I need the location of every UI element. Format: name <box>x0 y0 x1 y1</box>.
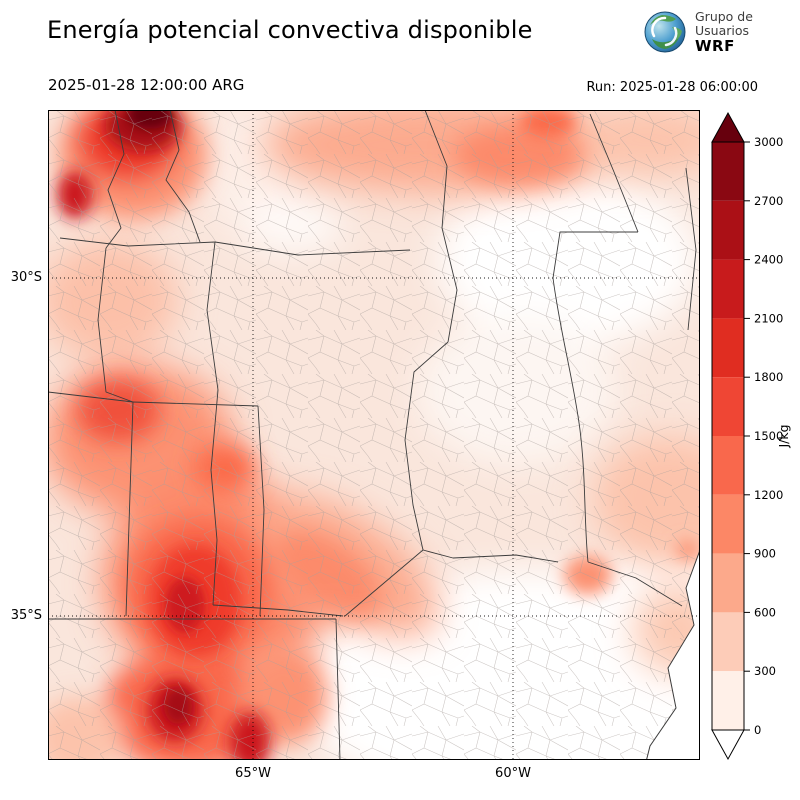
colorbar-tick-label: 2700 <box>754 194 783 208</box>
colorbar-segment <box>712 318 744 378</box>
colorbar-segment <box>712 200 744 260</box>
colorbar-tick-label: 3000 <box>754 135 783 149</box>
lon-tick-60w: 60°W <box>495 766 531 781</box>
ocean <box>646 550 700 760</box>
colorbar-segment <box>712 436 744 495</box>
page-title: Energía potencial convectiva disponible <box>47 16 533 44</box>
map-frame <box>48 110 700 760</box>
colorbar-tick-marks <box>744 141 750 731</box>
colorbar-segment <box>712 612 744 672</box>
colorbar-segment <box>712 671 744 730</box>
colorbar-segment <box>712 553 744 613</box>
lat-tick-30s: 30°S <box>10 270 42 285</box>
colorbar-tick-label: 0 <box>754 723 761 737</box>
globe-icon <box>644 11 686 53</box>
lon-tick-65w: 65°W <box>235 766 271 781</box>
colorbar-segment <box>712 142 744 201</box>
logo-text-wrf: WRF <box>695 36 735 55</box>
colorbar-tick-label: 300 <box>754 664 776 678</box>
logo-text-line1: Grupo de <box>695 8 753 24</box>
department-borders <box>48 110 700 760</box>
colorbar-tick-label: 2400 <box>754 253 783 267</box>
wrf-logo: Grupo de Usuarios WRF <box>642 9 753 55</box>
gridlines <box>48 110 700 760</box>
colorbar-tick-label: 600 <box>754 605 776 619</box>
colorbar-tick-label: 1800 <box>754 370 783 384</box>
colorbar-tick-label: 2100 <box>754 311 783 325</box>
coastline <box>645 549 700 760</box>
colorbar-segment <box>712 377 744 436</box>
run-time-label: Run: 2025-01-28 06:00:00 <box>586 80 758 95</box>
colorbar-segment <box>712 494 744 554</box>
colorbar-top-arrow <box>711 111 745 143</box>
colorbar-tick-label: 1500 <box>754 429 783 443</box>
cape-map <box>48 110 700 760</box>
valid-time-label: 2025-01-28 12:00:00 ARG <box>48 76 245 94</box>
colorbar-unit-label: J/kg <box>776 424 791 448</box>
lat-tick-35s: 35°S <box>10 608 42 623</box>
colorbar-bottom-arrow <box>711 729 745 761</box>
colorbar-tick-label: 900 <box>754 547 776 561</box>
colorbar-segment <box>712 259 744 319</box>
colorbar: 3000 2700 2400 2100 1800 1500 1200 900 6… <box>711 111 791 761</box>
colorbar-tick-label: 1200 <box>754 488 783 502</box>
logo-text-line2: Usuarios <box>695 22 750 38</box>
colorbar-tick-labels: 3000 2700 2400 2100 1800 1500 1200 900 6… <box>754 135 783 737</box>
province-borders <box>48 110 697 760</box>
